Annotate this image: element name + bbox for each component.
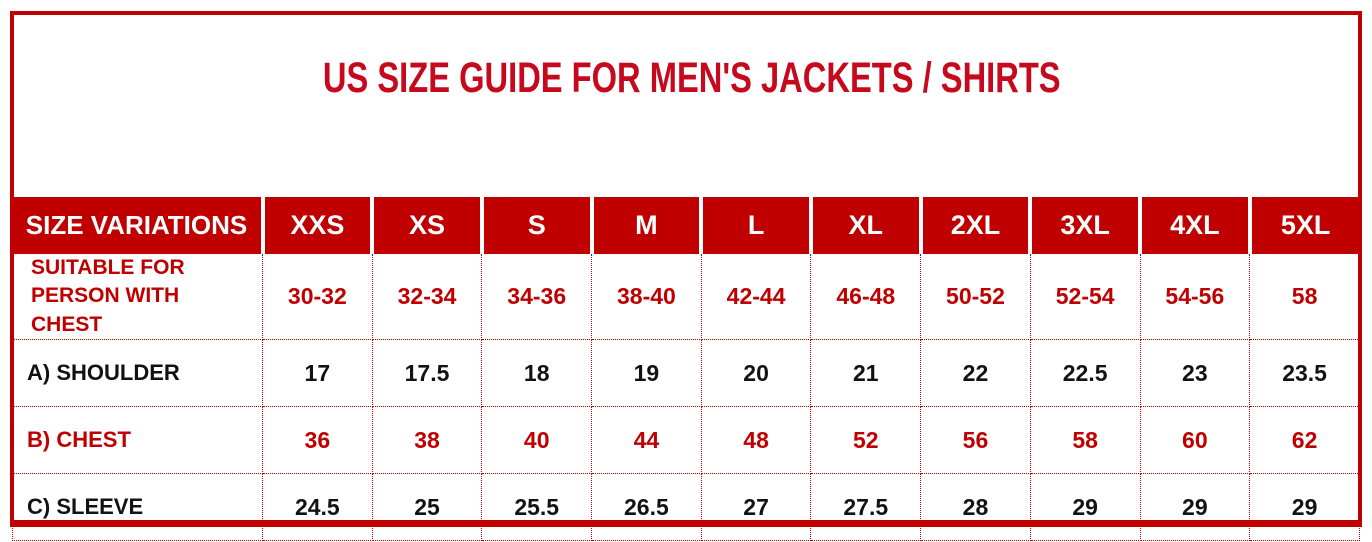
header-cell-s: S [479, 197, 594, 254]
size-value-cell: 60 [1139, 406, 1251, 475]
size-value-cell: 19 [591, 339, 702, 408]
header-row: SIZE VARIATIONS XXS XS S M L XL 2XL 3XL 4XL 5XL [12, 197, 1360, 254]
size-value-cell: 32-34 [371, 252, 483, 341]
size-value-cell: 58 [1029, 406, 1141, 475]
size-value-cell: 27.5 [810, 473, 922, 542]
table-body: SUITABLE FOR PERSON WITH CHEST 30-32 32-34… [12, 252, 1360, 542]
size-value-cell: 20 [700, 339, 812, 408]
size-value-cell: 50-52 [920, 252, 1031, 341]
size-value-cell: 42-44 [700, 252, 812, 341]
header-cell-size-variations: SIZE VARIATIONS [12, 197, 265, 254]
header-cell-xxs: XXS [260, 197, 375, 254]
size-value-cell: 40 [481, 406, 593, 475]
header-cell-4xl: 4XL [1138, 197, 1252, 254]
size-value-cell: 28 [920, 473, 1031, 542]
size-value-cell: 22.5 [1029, 339, 1141, 408]
table-row: A) SHOULDER 17 17.5 18 19 20 21 22 22.5 23 23.5 [12, 339, 1360, 408]
header-cell-xs: XS [370, 197, 484, 254]
size-value-cell: 52-54 [1029, 252, 1141, 341]
size-value-cell: 29 [1029, 473, 1141, 542]
table-row: C) SLEEVE 24.5 25 25.5 26.5 27 27.5 28 29 29 29 [12, 473, 1360, 542]
size-value-cell: 36 [262, 406, 373, 475]
size-value-cell: 22 [920, 339, 1031, 408]
size-value-cell: 29 [1249, 473, 1360, 542]
size-value-cell: 44 [591, 406, 702, 475]
size-value-cell: 38-40 [591, 252, 702, 341]
size-value-cell: 23 [1139, 339, 1251, 408]
header-cell-3xl: 3XL [1028, 197, 1142, 254]
size-value-cell: 18 [481, 339, 593, 408]
row-label: SUITABLE FOR PERSON WITH CHEST [12, 252, 263, 341]
size-value-cell: 56 [920, 406, 1031, 475]
table-row: B) CHEST 36 38 40 44 48 52 56 58 60 62 [12, 406, 1360, 475]
header-cell-2xl: 2XL [918, 197, 1033, 254]
size-value-cell: 52 [810, 406, 922, 475]
row-label: A) SHOULDER [12, 339, 263, 408]
size-value-cell: 62 [1249, 406, 1360, 475]
row-label: B) CHEST [12, 406, 263, 475]
header-cell-5xl: 5XL [1247, 197, 1360, 254]
header-cell-m: M [589, 197, 704, 254]
header-cell-l: L [699, 197, 813, 254]
size-value-cell: 23.5 [1249, 339, 1360, 408]
size-value-cell: 38 [371, 406, 483, 475]
size-value-cell: 25.5 [481, 473, 593, 542]
table-header: SIZE VARIATIONS XXS XS S M L XL 2XL 3XL 4XL 5XL [12, 197, 1360, 254]
size-value-cell: 48 [700, 406, 812, 475]
size-value-cell: 27 [700, 473, 812, 542]
size-value-cell: 21 [810, 339, 922, 408]
size-value-cell: 17.5 [371, 339, 483, 408]
size-value-cell: 30-32 [262, 252, 373, 341]
table-row: SUITABLE FOR PERSON WITH CHEST 30-32 32-34… [12, 252, 1360, 341]
size-value-cell: 46-48 [810, 252, 922, 341]
header-cell-xl: XL [808, 197, 923, 254]
size-value-cell: 26.5 [591, 473, 702, 542]
page-title: US SIZE GUIDE FOR MEN'S JACKETS / SHIRTS [322, 54, 1061, 102]
size-value-cell: 58 [1249, 252, 1360, 341]
size-value-cell: 29 [1139, 473, 1251, 542]
size-value-cell: 24.5 [262, 473, 373, 542]
size-value-cell: 34-36 [481, 252, 593, 341]
size-value-cell: 25 [371, 473, 483, 542]
size-value-cell: 54-56 [1139, 252, 1251, 341]
size-value-cell: 17 [262, 339, 373, 408]
row-label: C) SLEEVE [12, 473, 263, 542]
size-guide-table: SIZE VARIATIONS XXS XS S M L XL 2XL 3XL 4XL 5XL SU… [12, 197, 1360, 542]
